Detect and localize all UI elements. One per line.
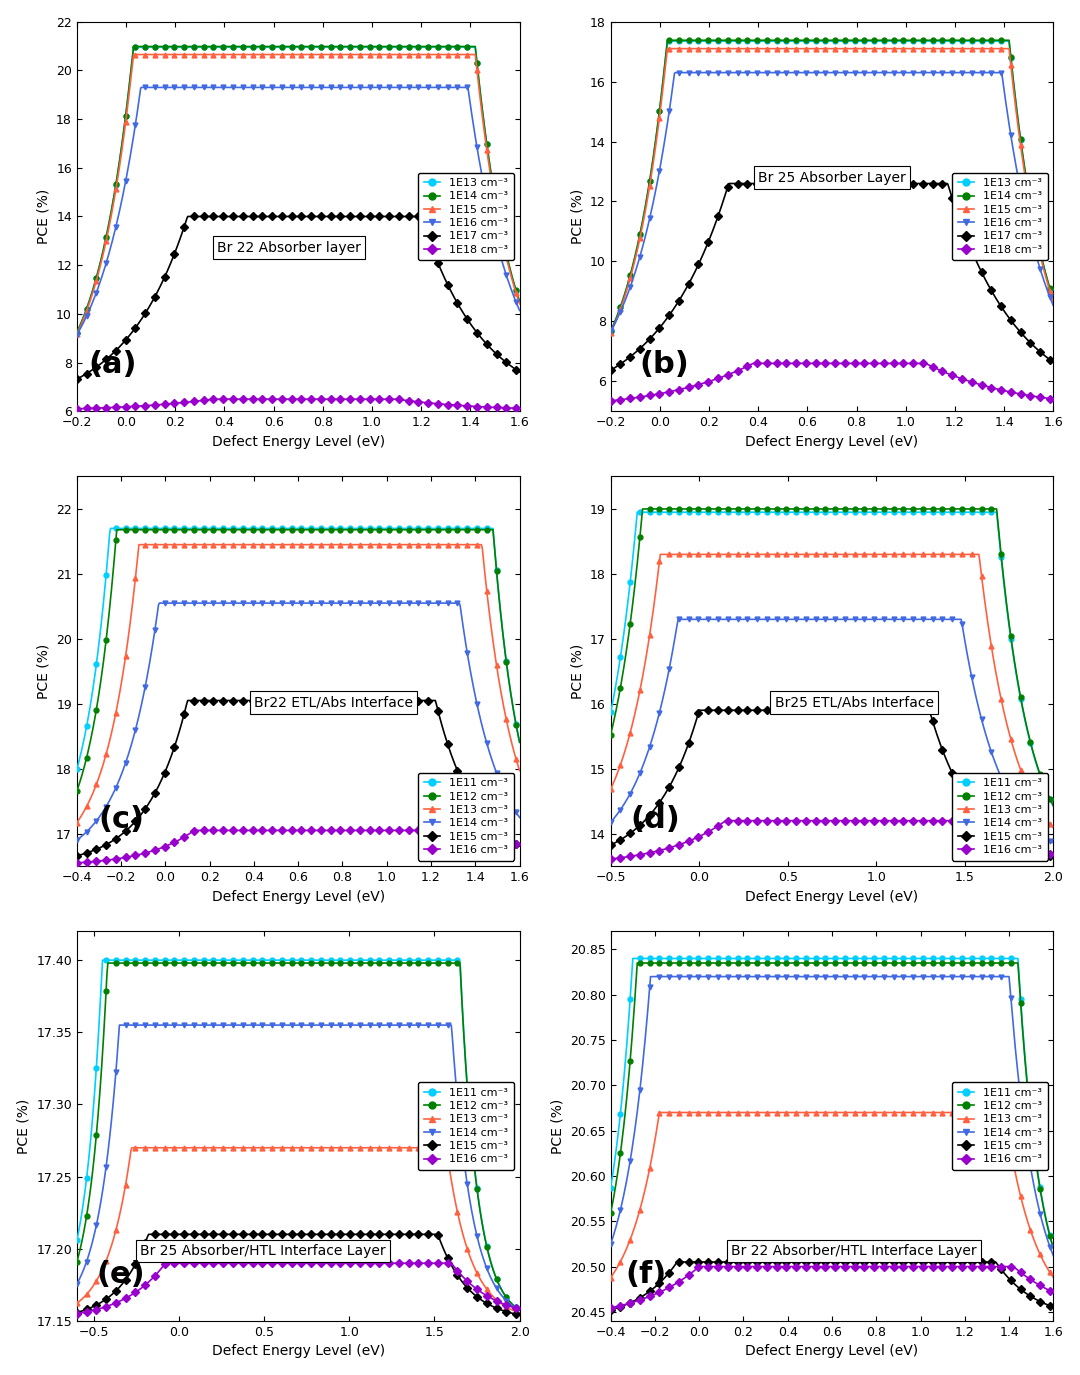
X-axis label: Defect Energy Level (eV): Defect Energy Level (eV) (212, 890, 384, 903)
Text: (c): (c) (98, 804, 144, 833)
Text: Br 25 Absorber/HTL Interface Layer: Br 25 Absorber/HTL Interface Layer (140, 1244, 386, 1258)
Legend: 1E11 cm⁻³, 1E12 cm⁻³, 1E13 cm⁻³, 1E14 cm⁻³, 1E15 cm⁻³, 1E16 cm⁻³: 1E11 cm⁻³, 1E12 cm⁻³, 1E13 cm⁻³, 1E14 cm… (953, 773, 1048, 861)
X-axis label: Defect Energy Level (eV): Defect Energy Level (eV) (745, 890, 919, 903)
Text: Br22 ETL/Abs Interface: Br22 ETL/Abs Interface (254, 696, 414, 710)
Y-axis label: PCE (%): PCE (%) (551, 1099, 565, 1154)
Text: Br 22 Absorber/HTL Interface Layer: Br 22 Absorber/HTL Interface Layer (731, 1244, 977, 1258)
Legend: 1E11 cm⁻³, 1E12 cm⁻³, 1E13 cm⁻³, 1E14 cm⁻³, 1E15 cm⁻³, 1E16 cm⁻³: 1E11 cm⁻³, 1E12 cm⁻³, 1E13 cm⁻³, 1E14 cm… (418, 773, 514, 861)
Y-axis label: PCE (%): PCE (%) (570, 188, 584, 245)
Text: Br25 ETL/Abs Interface: Br25 ETL/Abs Interface (774, 696, 933, 710)
Legend: 1E11 cm⁻³, 1E12 cm⁻³, 1E13 cm⁻³, 1E14 cm⁻³, 1E15 cm⁻³, 1E16 cm⁻³: 1E11 cm⁻³, 1E12 cm⁻³, 1E13 cm⁻³, 1E14 cm… (953, 1082, 1048, 1170)
Legend: 1E13 cm⁻³, 1E14 cm⁻³, 1E15 cm⁻³, 1E16 cm⁻³, 1E17 cm⁻³, 1E18 cm⁻³: 1E13 cm⁻³, 1E14 cm⁻³, 1E15 cm⁻³, 1E16 cm… (953, 173, 1048, 260)
Y-axis label: PCE (%): PCE (%) (37, 188, 51, 245)
X-axis label: Defect Energy Level (eV): Defect Energy Level (eV) (745, 1345, 919, 1358)
Text: (f): (f) (625, 1260, 666, 1288)
Text: (b): (b) (639, 351, 689, 380)
Text: Br 22 Absorber layer: Br 22 Absorber layer (217, 241, 362, 254)
Text: Br 25 Absorber Layer: Br 25 Absorber Layer (758, 170, 906, 184)
Text: (a): (a) (87, 351, 136, 380)
Legend: 1E11 cm⁻³, 1E12 cm⁻³, 1E13 cm⁻³, 1E14 cm⁻³, 1E15 cm⁻³, 1E16 cm⁻³: 1E11 cm⁻³, 1E12 cm⁻³, 1E13 cm⁻³, 1E14 cm… (418, 1082, 514, 1170)
Text: (d): (d) (630, 804, 679, 833)
X-axis label: Defect Energy Level (eV): Defect Energy Level (eV) (745, 434, 919, 448)
Y-axis label: PCE (%): PCE (%) (37, 644, 51, 698)
X-axis label: Defect Energy Level (eV): Defect Energy Level (eV) (212, 1345, 384, 1358)
Y-axis label: PCE (%): PCE (%) (16, 1099, 30, 1154)
X-axis label: Defect Energy Level (eV): Defect Energy Level (eV) (212, 434, 384, 448)
Text: (e): (e) (97, 1260, 146, 1288)
Legend: 1E13 cm⁻³, 1E14 cm⁻³, 1E15 cm⁻³, 1E16 cm⁻³, 1E17 cm⁻³, 1E18 cm⁻³: 1E13 cm⁻³, 1E14 cm⁻³, 1E15 cm⁻³, 1E16 cm… (418, 173, 514, 260)
Y-axis label: PCE (%): PCE (%) (570, 644, 584, 698)
